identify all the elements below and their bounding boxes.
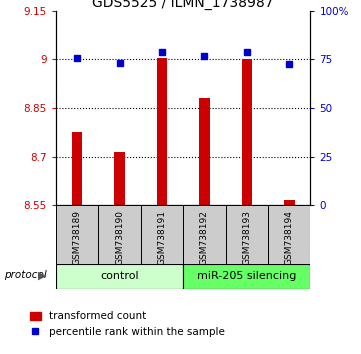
Bar <box>284 200 295 205</box>
Text: GSM738191: GSM738191 <box>157 210 166 265</box>
Bar <box>98 205 141 264</box>
Bar <box>157 58 167 205</box>
Bar <box>183 205 226 264</box>
Bar <box>72 132 82 205</box>
Text: GSM738192: GSM738192 <box>200 210 209 265</box>
Bar <box>141 205 183 264</box>
Text: GSM738194: GSM738194 <box>285 210 294 265</box>
Bar <box>226 205 268 264</box>
Title: GDS5525 / ILMN_1738987: GDS5525 / ILMN_1738987 <box>92 0 274 10</box>
Text: GSM738189: GSM738189 <box>73 210 82 265</box>
Bar <box>199 98 210 205</box>
Bar <box>114 152 125 205</box>
Legend: transformed count, percentile rank within the sample: transformed count, percentile rank withi… <box>30 311 225 337</box>
Bar <box>242 59 252 205</box>
Bar <box>183 264 310 289</box>
Bar <box>56 264 183 289</box>
Text: ▶: ▶ <box>38 270 47 280</box>
Bar <box>268 205 310 264</box>
Text: GSM738190: GSM738190 <box>115 210 124 265</box>
Text: control: control <box>100 271 139 281</box>
Text: protocol: protocol <box>4 270 46 280</box>
Text: GSM738193: GSM738193 <box>242 210 251 265</box>
Text: miR-205 silencing: miR-205 silencing <box>197 271 296 281</box>
Bar <box>56 205 98 264</box>
